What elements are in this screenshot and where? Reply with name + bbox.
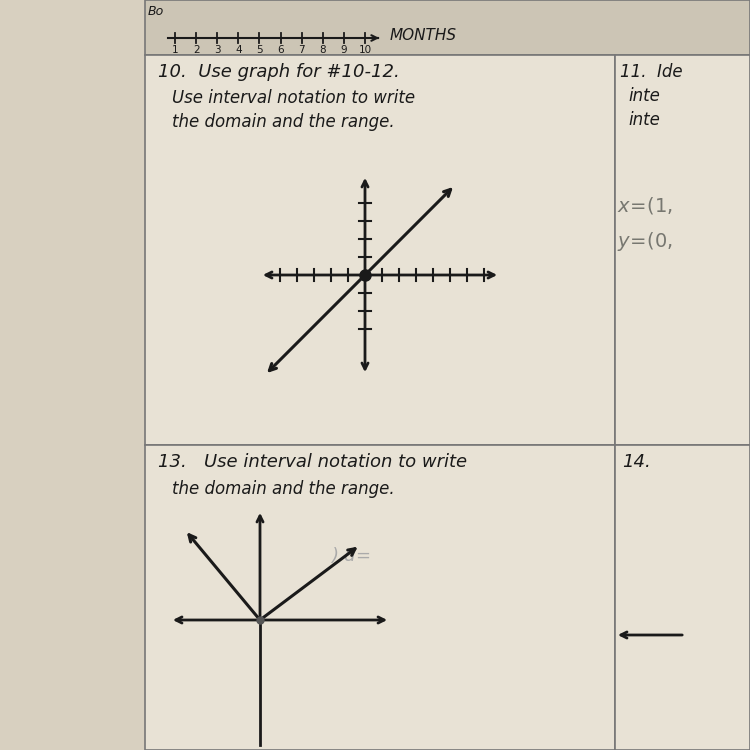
Text: Bo: Bo [148,5,164,18]
Text: 2: 2 [193,45,200,55]
Text: 13.   Use interval notation to write: 13. Use interval notation to write [158,453,467,471]
Text: $y\!=\!(0,$: $y\!=\!(0,$ [617,230,673,253]
Text: 7: 7 [298,45,305,55]
Text: 9: 9 [340,45,347,55]
Text: 6: 6 [278,45,284,55]
Bar [145,445,615,750]
Text: MONTHS: MONTHS [390,28,457,43]
Text: 10: 10 [358,45,371,55]
Text: inte: inte [628,87,660,105]
Text: inte: inte [628,111,660,129]
Text: $x\!=\!(1,$: $x\!=\!(1,$ [617,195,673,216]
Text: 1: 1 [172,45,178,55]
Bar [145,55,615,445]
Text: Use interval notation to write: Use interval notation to write [172,89,416,107]
Text: 11.  Ide: 11. Ide [620,63,682,81]
Text: the domain and the range.: the domain and the range. [172,480,394,498]
Text: 8: 8 [320,45,326,55]
Text: 10.  Use graph for #10-12.: 10. Use graph for #10-12. [158,63,400,81]
Text: ) $d\!=$: ) $d\!=$ [330,545,371,565]
Text: 14.: 14. [622,453,651,471]
Text: 4: 4 [235,45,242,55]
Bar [615,445,750,750]
Text: the domain and the range.: the domain and the range. [172,113,394,131]
Text: 5: 5 [256,45,262,55]
Text: 3: 3 [214,45,220,55]
Bar [615,55,750,445]
Bar [145,0,750,55]
